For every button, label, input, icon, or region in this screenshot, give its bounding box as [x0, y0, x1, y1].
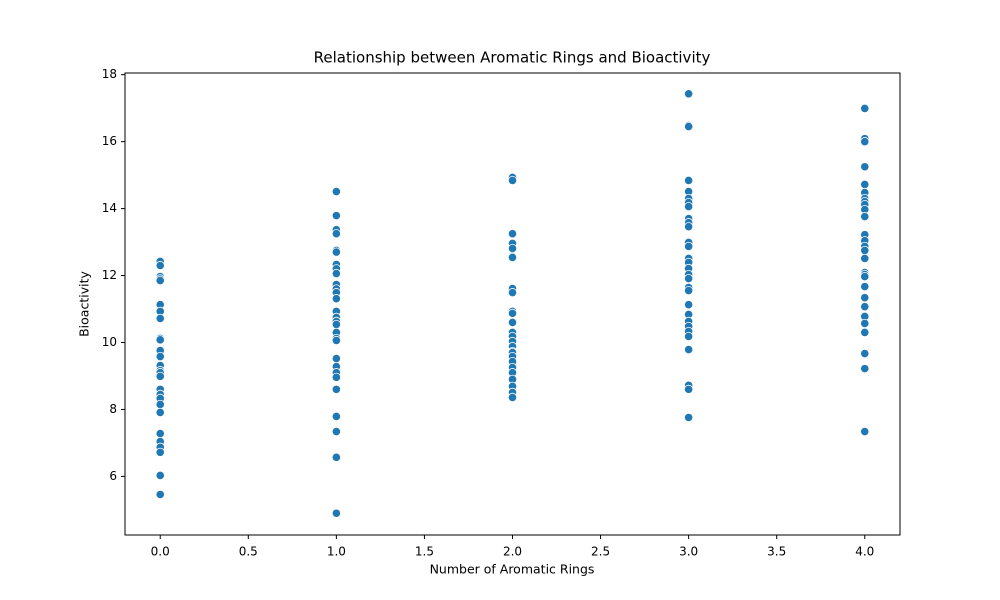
- scatter-point: [684, 241, 694, 252]
- y-tick-label: 12: [102, 268, 117, 282]
- y-tick-label: 6: [109, 469, 117, 483]
- scatter-point: [860, 212, 870, 222]
- scatter-point: [331, 229, 341, 239]
- scatter-point: [507, 317, 518, 328]
- scatter-point: [507, 229, 518, 239]
- scatter-point: [860, 293, 870, 303]
- scatter-point: [331, 426, 341, 437]
- scatter-point: [684, 222, 694, 232]
- scatter-point: [684, 412, 694, 423]
- scatter-point: [155, 399, 165, 410]
- scatter-point: [155, 313, 165, 323]
- scatter-point: [331, 384, 341, 394]
- scatter-point: [331, 268, 341, 279]
- scatter-point: [331, 186, 341, 197]
- scatter-point: [507, 175, 518, 186]
- scatter-point: [860, 162, 870, 172]
- scatter-point: [860, 426, 870, 437]
- scatter-point: [331, 353, 341, 364]
- x-tick-label: 4.0: [855, 545, 874, 559]
- scatter-point: [684, 121, 694, 132]
- scatter-point: [860, 302, 870, 312]
- scatter-point: [331, 452, 341, 462]
- x-tick-label: 2.0: [503, 545, 522, 559]
- y-tick-label: 10: [102, 335, 117, 349]
- scatter-point: [684, 331, 694, 342]
- scatter-point: [860, 318, 870, 329]
- scatter-point: [684, 384, 694, 394]
- scatter-point: [860, 137, 870, 147]
- x-tick-label: 2.5: [591, 545, 610, 559]
- scatter-point: [331, 247, 341, 257]
- scatter-point: [155, 260, 165, 271]
- x-tick-label: 3.5: [767, 545, 786, 559]
- scatter-point: [155, 447, 165, 457]
- scatter-point: [860, 103, 870, 114]
- x-axis-label: Number of Aromatic Rings: [430, 562, 595, 577]
- scatter-point: [860, 253, 870, 264]
- scatter-point: [860, 271, 870, 282]
- scatter-point: [331, 294, 341, 304]
- scatter-point: [155, 407, 165, 418]
- x-tick-label: 1.5: [415, 545, 434, 559]
- y-tick-label: 8: [109, 402, 117, 416]
- x-tick-label: 0.0: [151, 545, 170, 559]
- scatter-point: [684, 273, 694, 284]
- y-tick-label: 18: [102, 67, 117, 81]
- chart-title: Relationship between Aromatic Rings and …: [314, 49, 711, 67]
- scatter-point: [331, 319, 341, 330]
- scatter-point: [331, 372, 341, 382]
- scatter-point: [507, 392, 518, 403]
- scatter-point: [507, 308, 518, 318]
- scatter-point: [860, 281, 870, 292]
- scatter-point: [860, 364, 870, 374]
- scatter-point: [507, 243, 518, 254]
- plot-area: [155, 89, 870, 518]
- scatter-point: [684, 300, 694, 310]
- scatter-point: [684, 201, 694, 212]
- scatter-point: [684, 344, 694, 355]
- scatter-point: [684, 286, 694, 296]
- scatter-point: [155, 470, 165, 481]
- scatter-point: [155, 275, 165, 286]
- scatter-point: [331, 335, 341, 346]
- scatter-point: [860, 179, 870, 190]
- scatter-point: [684, 89, 694, 99]
- scatter-point: [860, 245, 870, 256]
- scatter-point: [331, 508, 341, 518]
- y-tick-label: 16: [102, 134, 117, 148]
- x-tick-label: 3.0: [679, 545, 698, 559]
- scatter-point: [684, 175, 694, 186]
- scatter-point: [507, 252, 518, 263]
- scatter-point: [155, 428, 165, 439]
- scatter-point: [860, 348, 870, 359]
- scatter-point: [331, 411, 341, 422]
- scatter-point: [155, 351, 165, 362]
- scatter-point: [155, 489, 165, 500]
- x-tick-label: 1.0: [327, 545, 346, 559]
- scatter-point: [155, 371, 165, 381]
- scatter-point: [507, 288, 518, 298]
- scatter-point: [860, 327, 870, 338]
- y-tick-label: 14: [102, 201, 117, 215]
- x-tick-label: 0.5: [239, 545, 258, 559]
- scatter-point: [331, 211, 341, 221]
- scatter-point: [155, 335, 165, 345]
- y-axis-label: Bioactivity: [77, 271, 92, 337]
